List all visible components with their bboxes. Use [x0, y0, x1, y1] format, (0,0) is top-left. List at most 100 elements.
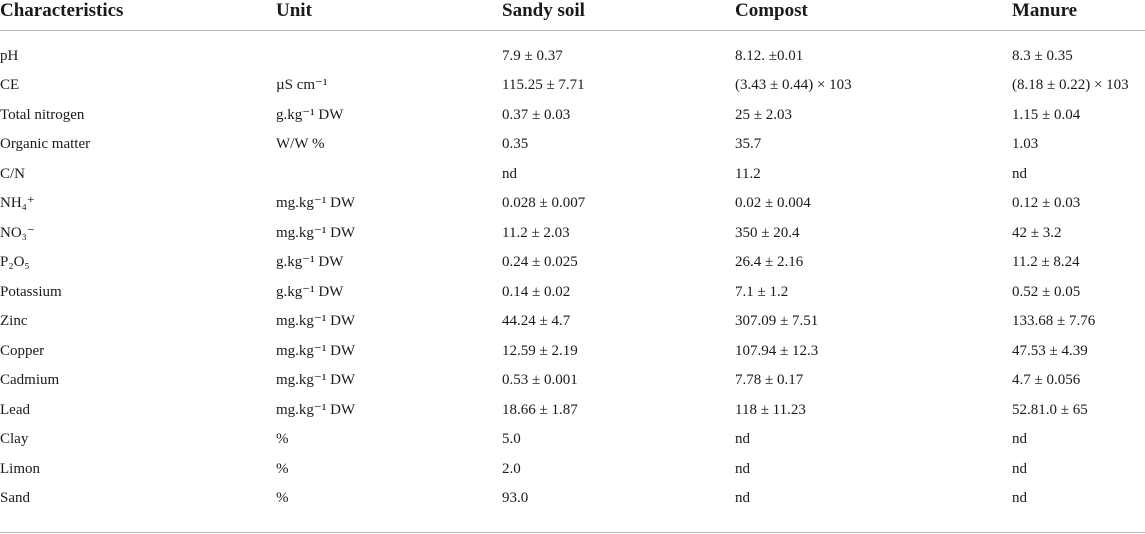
cell-characteristic: Lead — [0, 401, 30, 418]
cell-sandy-soil: 2.0 — [502, 460, 521, 477]
cell-sandy-soil: 44.24 ± 4.7 — [502, 313, 571, 330]
cell-characteristic: NO₃⁻ — [0, 224, 35, 241]
cell-unit: mg.kg⁻¹ DW — [276, 342, 356, 359]
cell-characteristic: Clay — [0, 431, 29, 448]
cell-sandy-soil: 0.35 — [502, 136, 529, 153]
characteristics-table: Characteristics Unit Sandy soil Compost … — [0, 0, 1145, 514]
cell-manure: 52.81.0 ± 65 — [1012, 401, 1088, 418]
cell-unit: µS cm⁻¹ — [276, 77, 328, 94]
cell-sandy-soil: 115.25 ± 7.71 — [502, 77, 585, 94]
cell-sandy-soil: 11.2 ± 2.03 — [502, 224, 570, 241]
column-header-compost: Compost — [735, 0, 1012, 31]
cell-characteristic: Total nitrogen — [0, 106, 85, 123]
cell-manure: nd — [1012, 490, 1027, 507]
header-row: Characteristics Unit Sandy soil Compost … — [0, 0, 1145, 31]
table-row: Limon% 2.0 nd nd — [0, 454, 1145, 484]
cell-characteristic: C/N — [0, 165, 26, 182]
cell-unit: mg.kg⁻¹ DW — [276, 195, 356, 212]
cell-unit — [276, 31, 502, 71]
cell-characteristic: Limon — [0, 460, 40, 477]
cell-compost: 350 ± 20.4 — [735, 224, 800, 241]
cell-sandy-soil: 93.0 — [502, 490, 529, 507]
cell-characteristic: Cadmium — [0, 372, 60, 389]
cell-compost: nd — [735, 460, 750, 477]
cell-manure: 0.12 ± 0.03 — [1012, 195, 1081, 212]
cell-unit: g.kg⁻¹ DW — [276, 254, 344, 271]
cell-unit: mg.kg⁻¹ DW — [276, 313, 356, 330]
cell-manure: nd — [1012, 460, 1027, 477]
column-header-manure: Manure — [1012, 0, 1145, 31]
cell-unit: mg.kg⁻¹ DW — [276, 372, 356, 389]
cell-sandy-soil: 18.66 ± 1.87 — [502, 401, 578, 418]
table-row: Copper mg.kg⁻¹ DW 12.59 ± 2.19 107.94 ± 12.… — [0, 336, 1145, 366]
cell-unit: % — [276, 490, 289, 507]
cell-characteristic: P₂O₅ — [0, 254, 30, 271]
table-row: Total nitrogen g.kg⁻¹ DW 0.37 ± 0.03 25 ± 2… — [0, 100, 1145, 130]
cell-characteristic: pH — [0, 47, 19, 64]
table-bottom-rule — [0, 532, 1145, 533]
cell-characteristic: Organic matter — [0, 136, 91, 153]
cell-characteristic: Potassium — [0, 283, 62, 300]
column-header-unit: Unit — [276, 0, 502, 31]
cell-unit: g.kg⁻¹ DW — [276, 106, 344, 123]
table-row: NO₃⁻ mg.kg⁻¹ DW 11.2 ± 2.03 350 ± 20.4 42 ± … — [0, 218, 1145, 248]
cell-unit: g.kg⁻¹ DW — [276, 283, 344, 300]
cell-compost: 11.2 — [735, 165, 761, 182]
table-row: Potassium g.kg⁻¹ DW 0.14 ± 0.02 7.1 ± 1.2 0.… — [0, 277, 1145, 307]
cell-compost: 118 ± 11.23 — [735, 401, 806, 418]
cell-manure: 8.3 ± 0.35 — [1012, 47, 1073, 64]
cell-unit: % — [276, 431, 289, 448]
table-row: Cadmium mg.kg⁻¹ DW 0.53 ± 0.001 7.78 ± 0.17… — [0, 366, 1145, 396]
cell-manure: 11.2 ± 8.24 — [1012, 254, 1080, 271]
cell-compost: nd — [735, 490, 750, 507]
table-row: CE µS cm⁻¹ 115.25 ± 7.71 (3.43 ± 0.44) × 10… — [0, 71, 1145, 101]
cell-sandy-soil: 12.59 ± 2.19 — [502, 342, 578, 359]
table-row: NH₄⁺ mg.kg⁻¹ DW 0.028 ± 0.007 0.02 ± 0.004 0… — [0, 189, 1145, 219]
table-row: Zinc mg.kg⁻¹ DW 44.24 ± 4.7 307.09 ± 7.51 13… — [0, 307, 1145, 337]
cell-characteristic: Copper — [0, 342, 45, 359]
cell-sandy-soil: 0.37 ± 0.03 — [502, 106, 571, 123]
table-row: Sand% 93.0 nd nd — [0, 484, 1145, 514]
table-row: Organic matter W/W % 0.35 35.7 1.03 — [0, 130, 1145, 160]
cell-characteristic: CE — [0, 77, 20, 94]
table-body: pH 7.9 ± 0.37 8.12. ±0.01 8.3 ± 0.35 CE µS cm… — [0, 31, 1145, 514]
cell-sandy-soil: 0.028 ± 0.007 — [502, 195, 586, 212]
cell-compost: 0.02 ± 0.004 — [735, 195, 811, 212]
cell-characteristic: NH₄⁺ — [0, 195, 35, 212]
cell-manure: 1.03 — [1012, 136, 1039, 153]
cell-characteristic: Zinc — [0, 313, 28, 330]
cell-compost: 35.7 — [735, 136, 762, 153]
cell-compost: (3.43 ± 0.44) × 103 — [735, 77, 852, 94]
cell-manure: nd — [1012, 165, 1027, 182]
cell-compost: 25 ± 2.03 — [735, 106, 792, 123]
cell-compost: 7.78 ± 0.17 — [735, 372, 804, 389]
cell-unit — [276, 159, 502, 189]
cell-sandy-soil: 5.0 — [502, 431, 521, 448]
cell-compost: 26.4 ± 2.16 — [735, 254, 804, 271]
table-row: C/N nd 11.2 nd — [0, 159, 1145, 189]
cell-manure: 1.15 ± 0.04 — [1012, 106, 1081, 123]
table-row: pH 7.9 ± 0.37 8.12. ±0.01 8.3 ± 0.35 — [0, 31, 1145, 71]
cell-sandy-soil: 0.53 ± 0.001 — [502, 372, 578, 389]
cell-sandy-soil: 0.24 ± 0.025 — [502, 254, 578, 271]
cell-manure: (8.18 ± 0.22) × 103 — [1012, 77, 1129, 94]
table-header: Characteristics Unit Sandy soil Compost … — [0, 0, 1145, 31]
cell-compost: 8.12. ±0.01 — [735, 47, 804, 64]
cell-manure: 4.7 ± 0.056 — [1012, 372, 1081, 389]
table-row: P₂O₅ g.kg⁻¹ DW 0.24 ± 0.025 26.4 ± 2.16 11.2… — [0, 248, 1145, 278]
cell-compost: nd — [735, 431, 750, 448]
cell-manure: 0.52 ± 0.05 — [1012, 283, 1081, 300]
cell-unit: mg.kg⁻¹ DW — [276, 401, 356, 418]
table-row: Clay% 5.0 nd nd — [0, 425, 1145, 455]
cell-sandy-soil: 0.14 ± 0.02 — [502, 283, 571, 300]
cell-unit: W/W % — [276, 136, 325, 153]
cell-unit: % — [276, 460, 289, 477]
cell-manure: 133.68 ± 7.76 — [1012, 313, 1096, 330]
cell-manure: 47.53 ± 4.39 — [1012, 342, 1088, 359]
cell-unit: mg.kg⁻¹ DW — [276, 224, 356, 241]
cell-manure: nd — [1012, 431, 1027, 448]
column-header-sandy-soil: Sandy soil — [502, 0, 735, 31]
cell-compost: 107.94 ± 12.3 — [735, 342, 819, 359]
cell-sandy-soil: nd — [502, 165, 517, 182]
